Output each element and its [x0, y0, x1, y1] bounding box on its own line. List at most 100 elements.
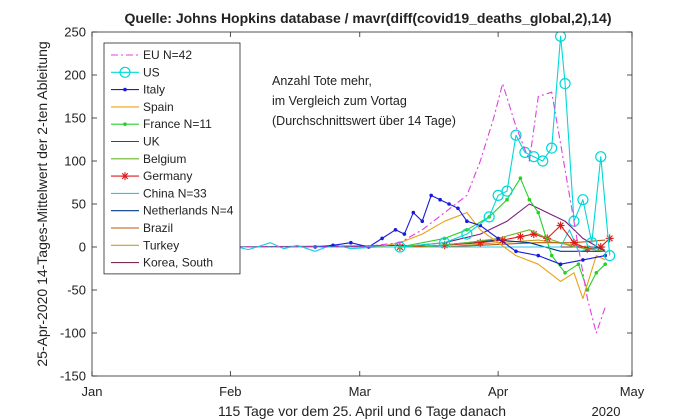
series-italy [183, 193, 608, 267]
data-point-germany [596, 243, 605, 251]
data-point-germany [476, 238, 485, 247]
x-tick-label: Mar [349, 384, 372, 399]
y-tick-label: -50 [67, 283, 86, 298]
series-line-eu-n-42 [185, 83, 606, 334]
annotation-line-2: im Vergleich zum Vortag [272, 94, 407, 108]
data-point-france-n-11 [576, 262, 581, 267]
legend-entry: Turkey [111, 238, 179, 252]
annotation-line-3: (Durchschnittswert über 14 Tage) [272, 114, 456, 128]
data-point-france-n-11 [505, 197, 509, 202]
series-line-spain [185, 212, 606, 300]
y-tick-label: 50 [72, 197, 86, 212]
data-point-italy [429, 193, 433, 198]
series-eu-n-42 [185, 83, 606, 334]
data-point-us [604, 250, 616, 262]
data-point-italy [456, 206, 460, 211]
x-tick-label: May [620, 384, 645, 399]
data-point-italy [447, 202, 451, 206]
legend-entry: Spain [111, 100, 174, 114]
data-point-us [586, 237, 598, 249]
y-tick-label: 100 [64, 154, 86, 169]
y-axis-label: 25-Apr-2020 14-Tages-Mittelwert der 2-te… [34, 41, 50, 366]
series-line-italy [185, 194, 606, 265]
data-point-us [483, 211, 495, 223]
legend-label: UK [143, 135, 160, 149]
legend-entry: US [111, 65, 160, 79]
y-tick-label: 0 [79, 240, 86, 255]
x-tick-label: Feb [219, 384, 241, 399]
series-us [180, 32, 616, 262]
data-point-italy [514, 249, 518, 254]
data-point-us [568, 215, 580, 227]
data-point-us [519, 146, 531, 158]
data-point-us [510, 129, 522, 141]
y-tick-label: -100 [60, 326, 86, 341]
x-tick-label: Apr [488, 384, 509, 399]
data-point-italy [420, 219, 425, 223]
series-china-n-33 [185, 229, 606, 252]
x-tick-label: Jan [82, 384, 103, 399]
legend-entry: China N=33 [111, 186, 207, 200]
data-point-italy [536, 253, 541, 258]
data-point-italy [411, 210, 416, 215]
data-point-us [577, 194, 589, 206]
legend: EU N=42 US Italy Spain France N=11 UK Belgium G… [103, 42, 241, 275]
legend-entry: Belgium [111, 152, 186, 166]
legend-label: Belgium [143, 152, 186, 166]
legend-marker [119, 66, 131, 78]
legend-entry: France N=11 [111, 117, 212, 131]
data-point-france-n-11 [603, 262, 608, 267]
data-point-germany [556, 221, 565, 230]
legend-marker [121, 172, 129, 181]
series-line-us [185, 35, 611, 256]
data-point-us [492, 189, 504, 201]
y-tick-label: 200 [64, 68, 86, 83]
year-label: 2020 [592, 404, 621, 419]
legend-label: Turkey [143, 238, 179, 252]
legend-entry: Brazil [111, 221, 173, 235]
legend-label: Spain [143, 100, 174, 114]
data-point-italy [349, 240, 353, 245]
legend-marker [123, 87, 127, 92]
series-line-china-n-33 [185, 229, 606, 252]
data-point-italy [496, 236, 500, 241]
annotation-line-1: Anzahl Tote mehr, [272, 74, 372, 88]
data-point-italy [331, 243, 335, 248]
y-tick-label: 150 [64, 111, 86, 126]
legend-label: Germany [143, 169, 192, 183]
data-point-france-n-11 [549, 253, 554, 258]
legend-entry: Germany [111, 169, 192, 183]
x-axis-label: 115 Tage vor dem 25. April und 6 Tage da… [218, 403, 506, 419]
data-point-italy [380, 236, 384, 241]
data-point-us [595, 151, 607, 163]
data-point-italy [402, 232, 407, 236]
data-point-france-n-11 [518, 176, 523, 180]
data-point-us [537, 155, 549, 167]
data-point-italy [393, 228, 398, 232]
legend-label: Brazil [143, 221, 173, 235]
data-point-us [559, 77, 571, 90]
data-point-us [438, 237, 451, 249]
data-point-us [528, 151, 540, 163]
data-point-france-n-11 [536, 210, 541, 215]
data-point-italy [581, 258, 585, 262]
legend-entry: EU N=42 [111, 48, 192, 62]
legend-entry: Italy [111, 83, 165, 97]
data-point-germany [516, 232, 525, 241]
data-point-italy [465, 219, 469, 223]
legend-label: France N=11 [143, 117, 212, 131]
legend-label: Italy [143, 83, 165, 97]
legend-marker [123, 122, 127, 126]
data-point-us [554, 32, 567, 42]
legend-label: EU N=42 [143, 48, 192, 62]
legend-label: US [143, 65, 160, 79]
axis-layer: -150 -100 -50 0 50 100 150 200 250 Jan Feb Mar Apr Ma… [60, 25, 645, 400]
legend-entry: Korea, South [111, 256, 213, 270]
legend-label: China N=33 [143, 186, 207, 200]
legend-entry: Netherlands N=4 [111, 204, 234, 218]
legend-label: Netherlands N=4 [143, 204, 234, 218]
data-point-france-n-11 [563, 271, 567, 275]
series-spain [185, 212, 606, 300]
series-belgium [185, 229, 606, 252]
